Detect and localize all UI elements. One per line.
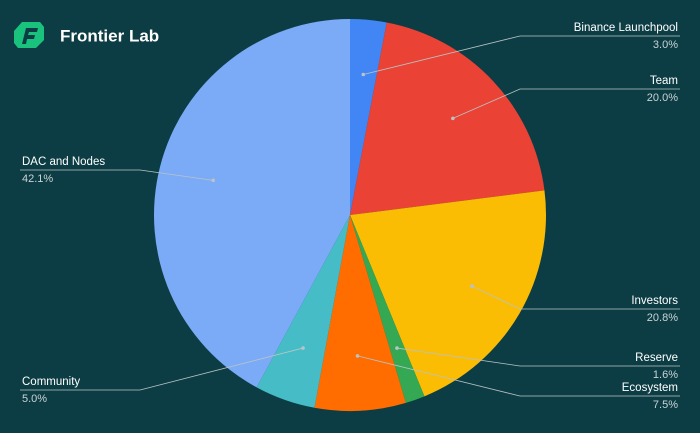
slice-label: Team	[650, 75, 678, 87]
slice-value: 20.0%	[647, 92, 678, 104]
slice-label: Ecosystem	[622, 382, 678, 394]
slice-value: 3.0%	[653, 39, 678, 51]
slice-value: 5.0%	[22, 393, 47, 405]
leader-line	[396, 347, 680, 367]
slice-value: 20.8%	[647, 312, 678, 324]
pie-slice	[256, 215, 350, 408]
leader-dot	[395, 346, 399, 350]
logo-letter	[22, 28, 38, 44]
pie-slice	[350, 19, 387, 215]
slice-value: 42.1%	[22, 173, 53, 185]
slice-value: 7.5%	[653, 399, 678, 411]
leader-line	[363, 35, 680, 75]
pie-slice	[350, 190, 546, 397]
pie-slice	[350, 22, 545, 216]
leader-dot	[355, 354, 360, 358]
leader-dot	[361, 72, 366, 77]
logo: Frontier Lab	[14, 22, 159, 48]
slice-value: 1.6%	[653, 369, 678, 381]
slice-label: Reserve	[635, 352, 678, 364]
slice-label: Investors	[631, 295, 678, 307]
logo-text: Frontier Lab	[60, 26, 159, 45]
leader-line	[20, 347, 304, 391]
leader-line	[452, 88, 680, 119]
leader-line	[20, 169, 214, 181]
slice-label: DAC and Nodes	[22, 156, 105, 168]
slice-label: Binance Launchpool	[574, 22, 678, 34]
pie-slice	[153, 19, 350, 388]
leader-line	[357, 355, 680, 397]
leader-line	[471, 285, 680, 310]
pie-slice	[350, 215, 425, 403]
leader-dot	[451, 116, 455, 121]
leader-dot	[301, 346, 305, 350]
leader-dot	[470, 284, 474, 288]
slice-label: Community	[22, 376, 80, 388]
leader-dot	[211, 178, 216, 183]
